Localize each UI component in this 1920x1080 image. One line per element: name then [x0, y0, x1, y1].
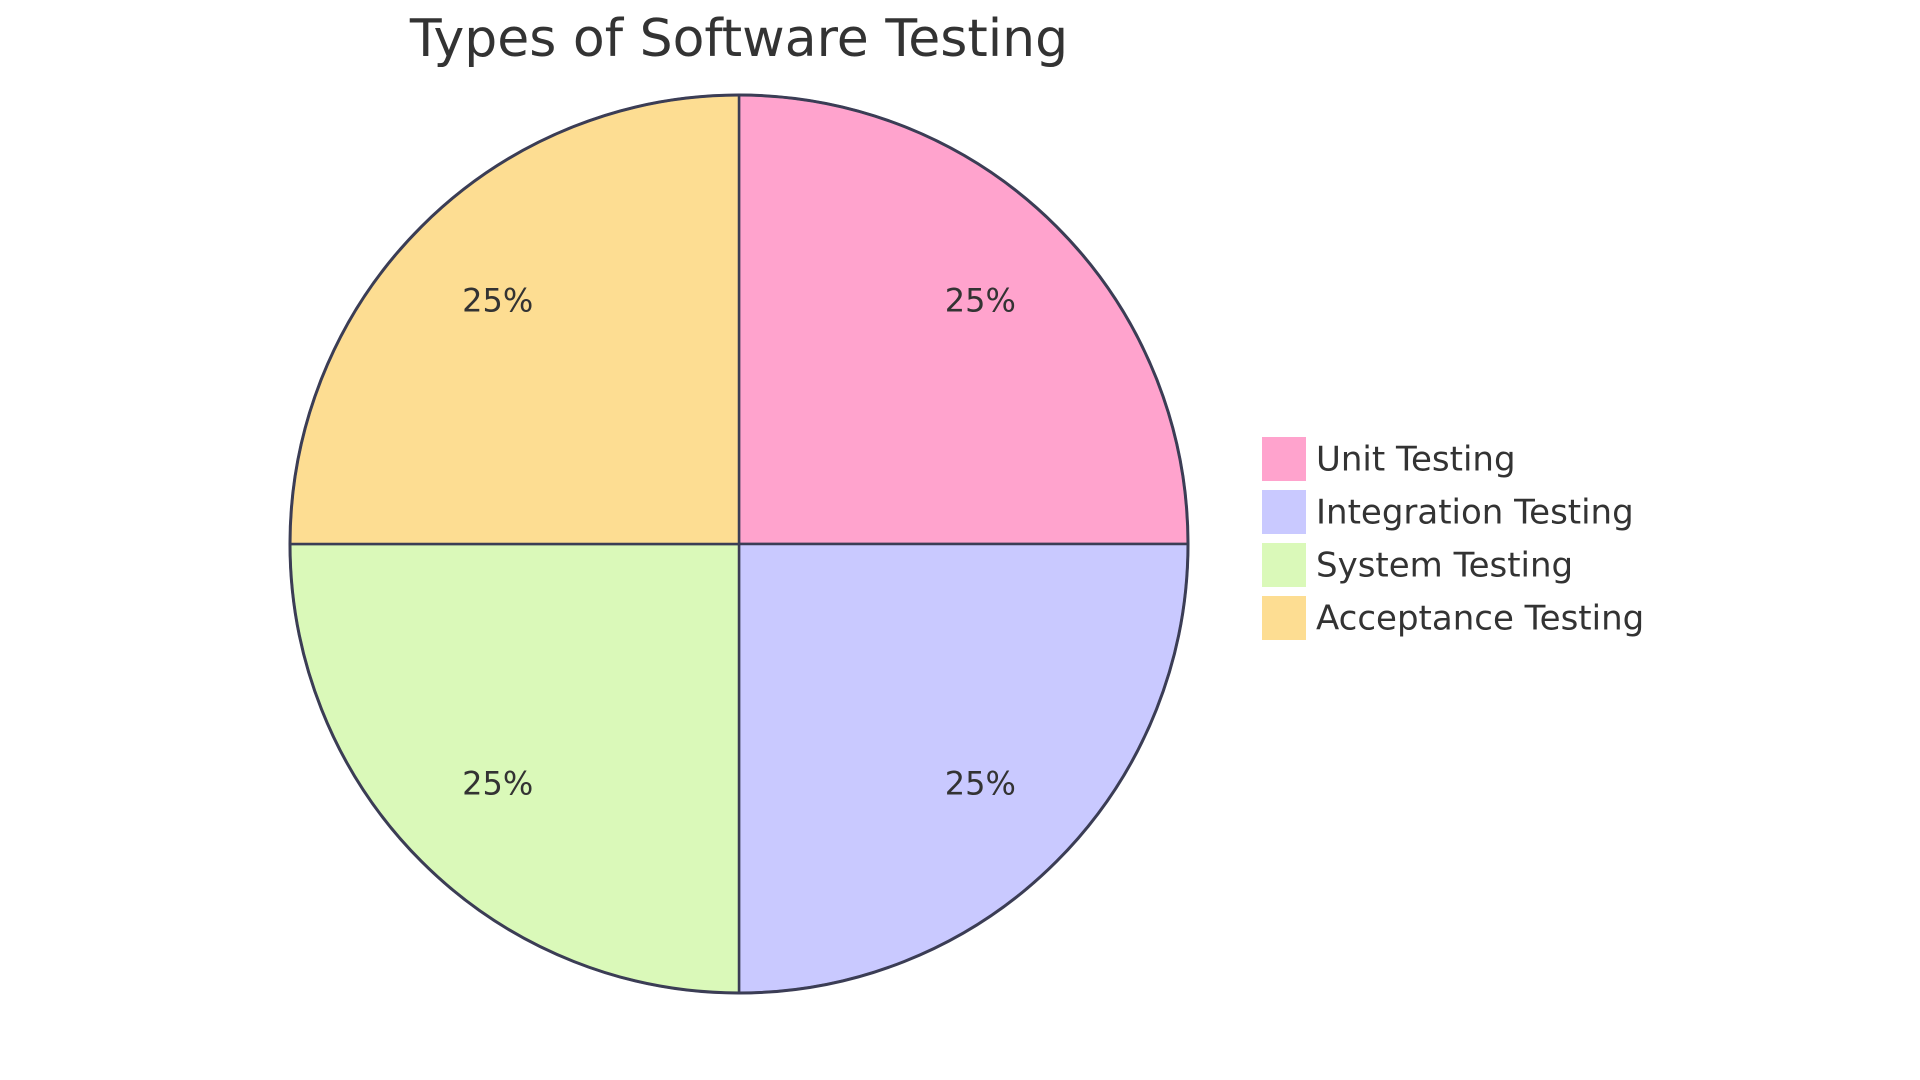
- legend-swatch: [1262, 490, 1306, 534]
- legend-label: System Testing: [1316, 546, 1573, 586]
- chart-title: Types of Software Testing: [409, 9, 1068, 69]
- legend-swatch: [1262, 437, 1306, 481]
- legend-label: Integration Testing: [1316, 493, 1634, 533]
- legend-label: Unit Testing: [1316, 440, 1516, 480]
- slice-label: 25%: [945, 764, 1016, 802]
- legend-label: Acceptance Testing: [1316, 599, 1644, 639]
- legend-swatch: [1262, 543, 1306, 587]
- slice-label: 25%: [462, 282, 533, 320]
- slice-label: 25%: [462, 764, 533, 802]
- legend-swatch: [1262, 596, 1306, 640]
- slice-label: 25%: [945, 282, 1016, 320]
- pie-outline: [288, 93, 1190, 995]
